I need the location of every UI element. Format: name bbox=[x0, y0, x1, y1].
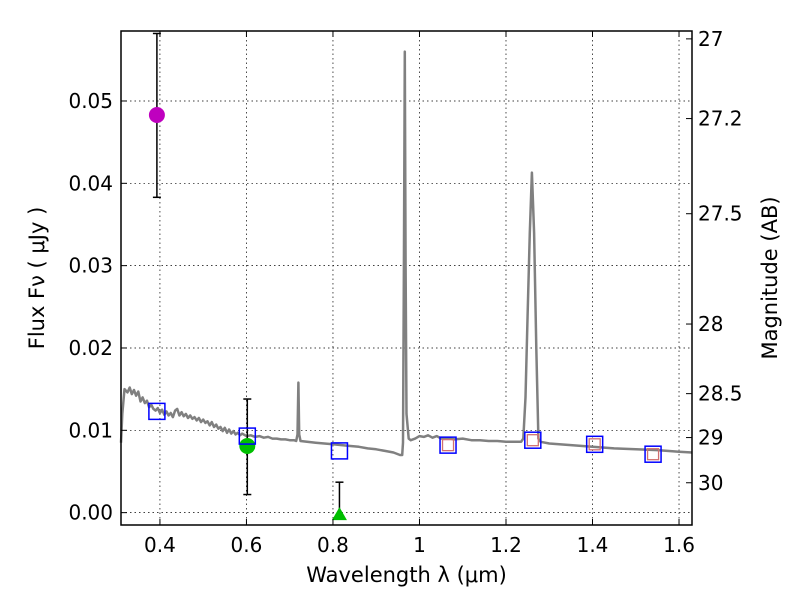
x-tick-label: 1 bbox=[413, 533, 426, 557]
y-tick-label: 0.01 bbox=[68, 418, 113, 442]
y-axis-label: Flux Fν ( μJy ) bbox=[25, 207, 49, 350]
y-tick-label: 0.00 bbox=[68, 501, 113, 525]
model-photometry-square bbox=[524, 431, 542, 449]
mag-tick-label: 27.5 bbox=[698, 202, 743, 226]
upper-limit-point bbox=[331, 507, 347, 521]
model-photometry-square bbox=[148, 402, 166, 421]
mag-tick-label: 30 bbox=[698, 471, 723, 495]
mag-tick-label: 29 bbox=[698, 426, 723, 450]
mag-tick-label: 28 bbox=[698, 312, 723, 336]
mag-tick-label: 27 bbox=[698, 27, 723, 51]
x-tick-label: 0.4 bbox=[144, 533, 176, 557]
inner-photometry-square bbox=[526, 434, 539, 447]
model-photometry-square bbox=[238, 427, 257, 445]
grid bbox=[121, 31, 692, 525]
inner-photometry-square bbox=[588, 438, 601, 451]
y-tick-label: 0.03 bbox=[68, 254, 113, 278]
y2-axis-label: Magnitude (AB) bbox=[758, 196, 782, 359]
y-tick-label: 0.04 bbox=[68, 171, 113, 195]
x-axis-label: Wavelength λ (μm) bbox=[306, 563, 507, 587]
inner-photometry-square bbox=[441, 438, 455, 452]
x-tick-label: 1.4 bbox=[577, 533, 609, 557]
mag-tick-label: 27.2 bbox=[698, 107, 743, 131]
model-photometry-square bbox=[585, 435, 604, 454]
y-tick-label: 0.02 bbox=[68, 336, 113, 360]
model-sed-line bbox=[119, 50, 693, 457]
tick-layer: 0.4 0.6 0.8 1 1.2 1.4 1.6 0.00 0.01 0.02 0.03 0.04 0… bbox=[68, 27, 742, 557]
plot-frame bbox=[120, 30, 693, 526]
observed-flux-point bbox=[148, 106, 165, 123]
x-tick-label: 1.6 bbox=[663, 533, 695, 557]
marker-layer bbox=[148, 106, 662, 521]
y-tick-label: 0.05 bbox=[68, 89, 113, 113]
model-sed-layer bbox=[119, 50, 693, 457]
mag-tick-label: 28.5 bbox=[698, 382, 743, 406]
model-photometry-square bbox=[330, 442, 349, 460]
model-photometry-square bbox=[644, 445, 662, 463]
x-tick-label: 0.6 bbox=[231, 533, 263, 557]
x-tick-label: 1.2 bbox=[490, 533, 522, 557]
x-tick-label: 0.8 bbox=[317, 533, 349, 557]
model-photometry-square bbox=[439, 436, 457, 454]
observed-flux-point bbox=[239, 437, 256, 454]
inner-photometry-square bbox=[646, 448, 660, 461]
